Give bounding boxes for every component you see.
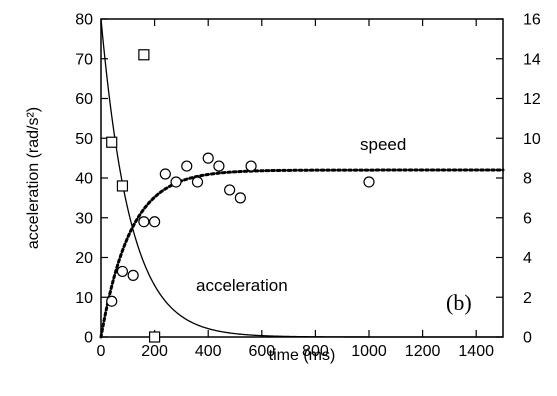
acceleration-point (106, 136, 118, 148)
x-tick-label: 800 (302, 343, 329, 360)
x-tick-label: 1200 (405, 343, 441, 360)
y-right-tick-label: 0 (523, 330, 532, 347)
speed-point (245, 160, 257, 172)
y-right-tick-label: 16 (523, 12, 541, 29)
y-left-tick-label: 0 (84, 330, 93, 347)
speed-point (106, 295, 118, 307)
ticks-layer: 0 200 400 600 800 1000 1200 1400010203040506070… (75, 12, 541, 361)
y-right-tick-label: 8 (523, 171, 532, 188)
y-left-tick-label: 10 (75, 290, 93, 307)
y-right-tick-label: 12 (523, 91, 541, 108)
speed-point (127, 269, 139, 281)
y-left-tick-label: 30 (75, 210, 93, 227)
speed-point (224, 184, 236, 196)
speed-curve (99, 168, 505, 339)
speed-point (363, 176, 375, 188)
speed-point (191, 176, 204, 188)
speed-point (202, 152, 214, 164)
x-tick-label: 200 (141, 343, 168, 360)
speed-point (170, 176, 182, 188)
speed-point (138, 216, 150, 228)
y-axis-title: acceleration (rad/s²) (25, 107, 42, 249)
speed-point (213, 160, 225, 172)
y-left-tick-label: 50 (75, 131, 93, 148)
y-left-tick-label: 70 (75, 51, 93, 68)
x-tick-label: 1400 (458, 343, 494, 360)
y-right-tick-label: 4 (523, 250, 532, 267)
acceleration-point (116, 180, 129, 192)
y-left-tick-label: 60 (75, 91, 93, 108)
x-tick-label: 600 (248, 343, 275, 360)
curves-layer (99, 18, 505, 339)
y-left-tick-label: 40 (75, 171, 93, 188)
acceleration-point (138, 49, 150, 61)
speed-point (234, 192, 246, 204)
y-right-tick-label: 6 (523, 210, 532, 227)
plot-frame (100, 18, 504, 338)
speed-point (149, 216, 161, 228)
acceleration-point (149, 331, 161, 343)
x-tick-label: 0 (97, 343, 106, 360)
panel-label: (b) (446, 290, 472, 315)
y-right-tick-label: 14 (523, 51, 541, 68)
speed-point (116, 265, 129, 278)
y-right-tick-label: 2 (523, 290, 532, 307)
speed-annotation: speed (360, 135, 406, 154)
x-axis-title: time (ms) (269, 347, 336, 364)
y-left-tick-label: 80 (75, 12, 93, 29)
y-left-tick-label: 20 (75, 250, 93, 267)
speed-point (181, 160, 193, 172)
acceleration-curve (100, 18, 503, 338)
x-tick-label: 1000 (351, 343, 387, 360)
y-right-tick-label: 10 (523, 131, 541, 148)
markers-layer (106, 49, 375, 343)
speed-point (159, 168, 171, 180)
acceleration-annotation: acceleration (196, 276, 288, 295)
x-tick-label: 400 (195, 343, 222, 360)
